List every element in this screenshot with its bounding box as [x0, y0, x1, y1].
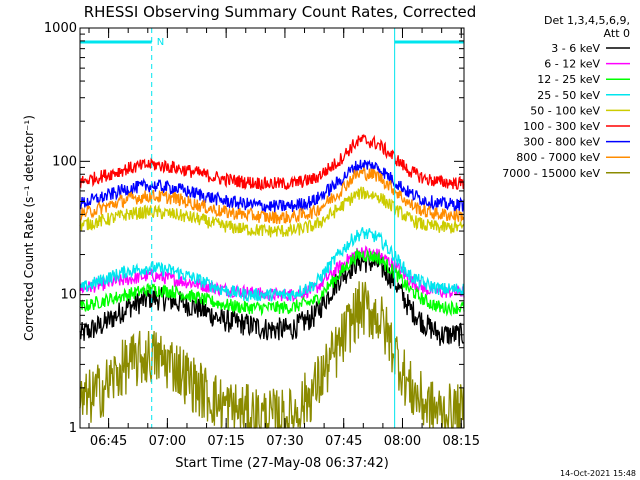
- series-line-6: [79, 133, 465, 191]
- legend-entry-4: 25 - 50 keV: [537, 89, 600, 102]
- y-tick-label-1: 1: [69, 421, 77, 436]
- x-tick-label-3: 07:15: [207, 434, 244, 449]
- x-tick-label-7: 08:15: [443, 434, 480, 449]
- x-axis-label: Start Time (27-May-08 06:37:42): [175, 456, 389, 471]
- x-tick-label-4: 07:30: [266, 434, 303, 449]
- y-tick-label-2: 10: [60, 288, 77, 303]
- y-axis-label: Corrected Count Rate (s⁻¹ detector⁻¹): [22, 115, 36, 341]
- series-line-4: [79, 227, 465, 303]
- x-tick-label-5: 07:45: [325, 434, 362, 449]
- x-tick-label-6: 08:00: [384, 434, 421, 449]
- series-line-5: [79, 186, 465, 238]
- legend-entry-3: 12 - 25 keV: [537, 73, 600, 86]
- y-tick-label-3: 100: [52, 154, 77, 169]
- series-line-9: [79, 281, 465, 429]
- series-line-3: [79, 247, 465, 317]
- footer-date: 14-Oct-2021 15:48: [560, 469, 636, 478]
- y-tick-layer: 1 10 100 1000: [44, 21, 464, 436]
- legend-entry-9: 7000 - 15000 keV: [502, 167, 600, 180]
- x-tick-layer: 06:45 07:00 07:15 07:30 07:45 08:00 08:15: [88, 28, 480, 449]
- legend-entry-5: 50 - 100 keV: [530, 104, 600, 117]
- x-tick-label-1: 06:45: [90, 434, 127, 449]
- legend-entry-8: 800 - 7000 keV: [516, 151, 600, 164]
- series-line-7: [79, 159, 465, 213]
- legend-entry-1: 3 - 6 keV: [551, 42, 600, 55]
- legend-header-line-2: Att 0: [604, 27, 630, 40]
- y-tick-label-4: 1000: [44, 21, 77, 36]
- chart-title: RHESSI Observing Summary Count Rates, Co…: [84, 3, 477, 21]
- series-layer: [79, 133, 465, 429]
- plot-frame: [79, 27, 465, 429]
- legend-header-line-1: Det 1,3,4,5,6,9,: [544, 14, 630, 27]
- legend-entry-2: 6 - 12 keV: [544, 58, 600, 71]
- legend-entry-7: 300 - 800 keV: [523, 136, 600, 149]
- series-line-8: [80, 167, 465, 225]
- marker-letter: N: [157, 37, 164, 48]
- x-tick-label-2: 07:00: [149, 434, 186, 449]
- legend: Det 1,3,4,5,6,9,Att 0 3 - 6 keV 6 - 12 keV…: [502, 14, 630, 180]
- legend-entry-6: 100 - 300 keV: [523, 120, 600, 133]
